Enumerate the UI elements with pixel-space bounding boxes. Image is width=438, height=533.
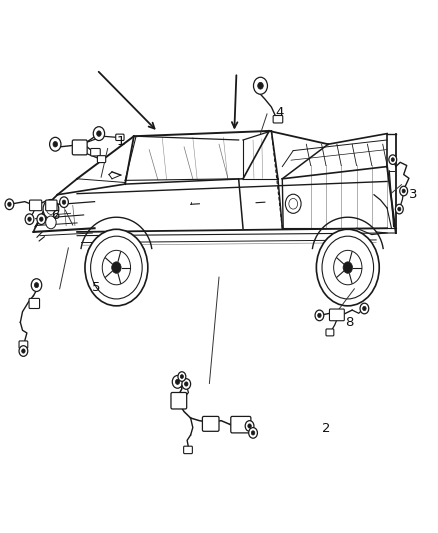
Circle shape [315,310,324,321]
Circle shape [60,197,68,207]
Circle shape [46,216,56,229]
Circle shape [254,77,268,94]
Circle shape [49,138,61,151]
Text: 4: 4 [276,106,284,119]
Circle shape [172,375,183,388]
Circle shape [43,199,59,219]
Circle shape [402,189,405,193]
FancyBboxPatch shape [202,416,219,431]
Text: 8: 8 [346,316,354,329]
FancyBboxPatch shape [329,309,344,321]
Circle shape [112,262,121,273]
Circle shape [398,207,401,211]
FancyBboxPatch shape [19,341,28,349]
Circle shape [28,217,31,221]
Circle shape [37,214,46,224]
Text: 1: 1 [117,135,125,148]
Circle shape [391,158,394,161]
Circle shape [62,200,66,204]
Circle shape [334,251,362,285]
FancyBboxPatch shape [184,446,192,454]
Circle shape [245,421,254,431]
Circle shape [396,204,403,214]
Text: 6: 6 [51,209,59,222]
Circle shape [343,262,353,273]
Circle shape [360,303,369,314]
Circle shape [289,198,297,209]
Circle shape [19,346,28,357]
Circle shape [85,229,148,306]
FancyBboxPatch shape [116,134,124,141]
Circle shape [53,141,57,147]
Circle shape [21,349,25,353]
Circle shape [46,204,55,214]
FancyBboxPatch shape [46,200,57,211]
Circle shape [316,229,379,306]
FancyBboxPatch shape [91,149,100,156]
FancyBboxPatch shape [231,416,251,433]
FancyBboxPatch shape [29,200,42,211]
Circle shape [91,236,142,299]
Circle shape [400,186,408,196]
Text: 2: 2 [321,422,330,435]
Circle shape [25,214,34,224]
Text: 5: 5 [92,281,101,294]
FancyBboxPatch shape [273,116,283,123]
Circle shape [178,372,186,381]
Circle shape [5,199,14,209]
Circle shape [102,251,131,285]
Circle shape [93,127,105,141]
FancyBboxPatch shape [97,156,106,163]
Circle shape [258,83,263,89]
FancyBboxPatch shape [326,329,334,336]
Circle shape [97,131,101,136]
Circle shape [322,236,374,299]
Circle shape [182,378,191,389]
Circle shape [35,282,39,288]
Circle shape [251,431,255,435]
Circle shape [180,375,184,378]
Circle shape [39,217,43,221]
Circle shape [389,155,397,165]
FancyBboxPatch shape [72,140,87,155]
Circle shape [184,382,188,386]
Circle shape [363,306,366,311]
Text: 3: 3 [409,188,417,201]
FancyBboxPatch shape [29,298,39,309]
Circle shape [31,279,42,292]
Circle shape [318,313,321,318]
Circle shape [176,379,180,384]
Circle shape [8,202,11,206]
Circle shape [249,427,258,438]
Circle shape [248,424,251,428]
Circle shape [286,194,301,213]
FancyBboxPatch shape [171,392,187,409]
